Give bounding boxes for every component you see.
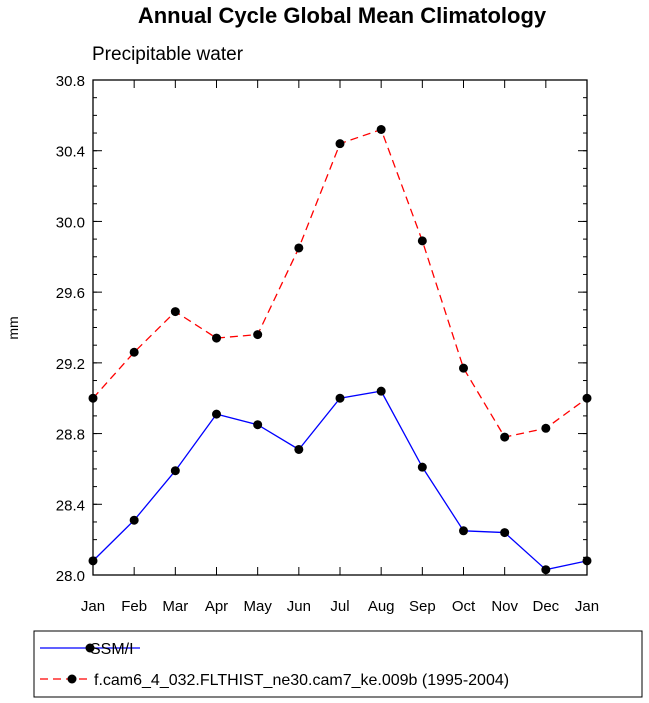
data-point [88, 556, 98, 566]
data-point [253, 330, 263, 340]
data-point [459, 526, 468, 536]
data-point [253, 420, 263, 430]
x-tick-label: Aug [368, 598, 395, 615]
chart-subtitle: Precipitable water [92, 44, 244, 65]
data-point [170, 307, 180, 317]
data-point [541, 423, 551, 433]
x-tick-label: Oct [452, 598, 476, 615]
legend-box [33, 630, 643, 698]
x-tick-label: Jan [81, 598, 105, 615]
y-tick-label: 30.0 [56, 214, 85, 231]
data-point [88, 393, 98, 403]
data-point [500, 528, 510, 538]
x-tick-label: Nov [491, 598, 518, 615]
y-tick-label: 29.2 [56, 356, 85, 373]
x-tick-label: Feb [121, 598, 147, 615]
data-point [582, 556, 592, 566]
data-point [212, 409, 221, 419]
y-tick-label: 29.6 [56, 285, 85, 302]
x-tick-label: Sep [409, 598, 436, 615]
legend-label-cam: f.cam6_4_032.FLTHIST_ne30.cam7_ke.009b (… [94, 672, 509, 689]
data-point [294, 444, 304, 454]
data-point [376, 125, 386, 134]
legend-label-ssmi: SSM/I [90, 641, 134, 658]
y-tick-label: 28.8 [56, 427, 85, 444]
data-point [582, 393, 592, 403]
data-point [335, 393, 345, 403]
data-point [129, 515, 139, 525]
data-point [335, 139, 345, 149]
x-tick-label: Apr [205, 598, 228, 615]
y-tick-label: 30.8 [56, 73, 85, 90]
plot-frame [92, 79, 588, 576]
axis-ticks: Jan Feb Mar Apr May Jun Jul Aug Sep Oct Nov Dec Jan 2… [56, 73, 599, 615]
x-tick-label: Jun [287, 598, 311, 615]
legend: SSM/I f.cam6_4_032.FLTHIST_ne30.cam7_ke.… [33, 630, 643, 698]
x-tick-label: May [243, 598, 272, 615]
data-point [500, 432, 510, 442]
y-tick-label: 28.0 [56, 568, 85, 585]
legend-marker-ssmi [85, 643, 95, 653]
data-point [417, 236, 427, 246]
x-tick-label: Jan [575, 598, 599, 615]
data-point [459, 363, 468, 373]
data-point [294, 243, 304, 253]
data-point [129, 347, 139, 357]
y-tick-label: 28.4 [56, 497, 85, 514]
data-point [541, 565, 551, 575]
data-point [170, 466, 180, 476]
data-point [417, 462, 427, 472]
legend-marker-cam [67, 674, 77, 684]
series-layer [88, 125, 592, 575]
x-tick-label: Dec [532, 598, 559, 615]
data-point [212, 333, 221, 343]
chart-title: Annual Cycle Global Mean Climatology [138, 3, 547, 28]
data-point [376, 386, 386, 396]
series-line-1 [92, 128, 588, 438]
x-tick-label: Jul [330, 598, 349, 615]
x-tick-label: Mar [162, 598, 188, 615]
series-line-0 [92, 390, 588, 571]
y-tick-label: 30.4 [56, 144, 85, 161]
y-axis-label: mm [5, 316, 21, 339]
